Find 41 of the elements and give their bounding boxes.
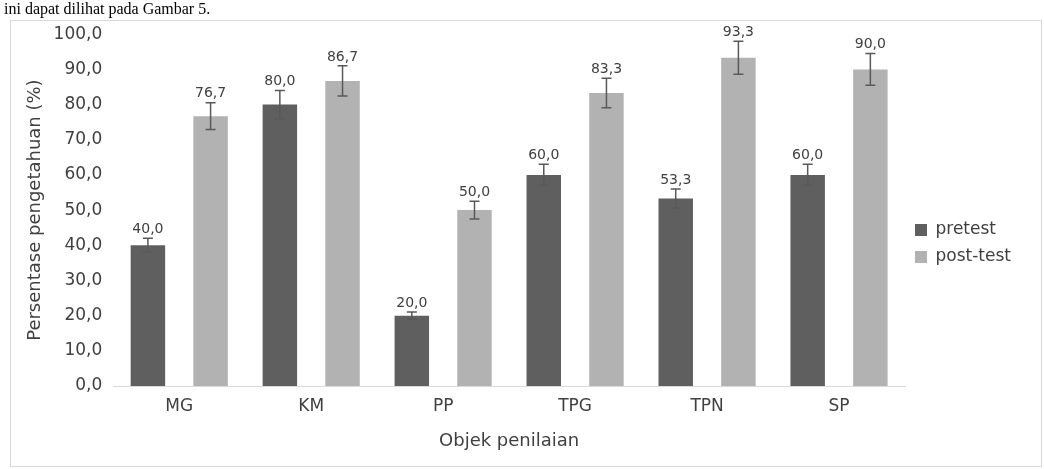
y-tick-label: 40,0 [64,233,103,254]
legend-label: post-test [935,245,1012,266]
y-tick-label: 50,0 [64,198,103,219]
bar [193,116,228,386]
data-label: 60,0 [528,146,560,163]
x-tick-label: TPG [557,394,593,415]
x-tick-label: SP [828,394,850,415]
data-label: 20,0 [396,293,428,310]
y-tick-label: 30,0 [64,268,103,289]
bar [394,315,430,386]
x-tick-label: KM [298,394,325,415]
data-label: 60,0 [792,146,824,163]
y-axis-title: Persentase pengetahuan (%) [23,79,45,341]
bar [325,80,360,386]
y-tick-label: 20,0 [64,304,103,325]
bar [721,57,756,386]
y-tick-label: 80,0 [64,92,103,113]
data-label: 83,3 [590,59,623,76]
data-label: 53,3 [660,170,692,187]
data-label: 40,0 [132,219,164,236]
bar [457,210,492,386]
data-label: 80,0 [264,72,296,89]
data-label: 76,7 [195,84,227,101]
x-tick-label: TPN [689,394,724,415]
data-label: 86,7 [326,47,359,64]
y-tick-label: 60,0 [64,163,103,184]
data-label: 93,3 [722,22,754,39]
y-tick-label: 90,0 [64,57,103,78]
data-label: 50,0 [458,182,491,199]
x-tick-label: MG [165,394,194,415]
y-tick-label: 70,0 [64,128,103,149]
bar [589,92,624,386]
legend-label: pretest [935,218,997,239]
y-tick-label: 10,0 [64,339,103,360]
data-label: 90,0 [854,35,886,52]
x-axis-title: Objek penilaian [439,428,580,450]
bar [853,69,888,386]
x-tick-label: PP [432,394,454,415]
y-tick-label: 0,0 [75,374,103,395]
text: ini dapat dilihat pada Gambar 5. [4,0,211,18]
y-tick-label: 100,0 [53,22,103,43]
